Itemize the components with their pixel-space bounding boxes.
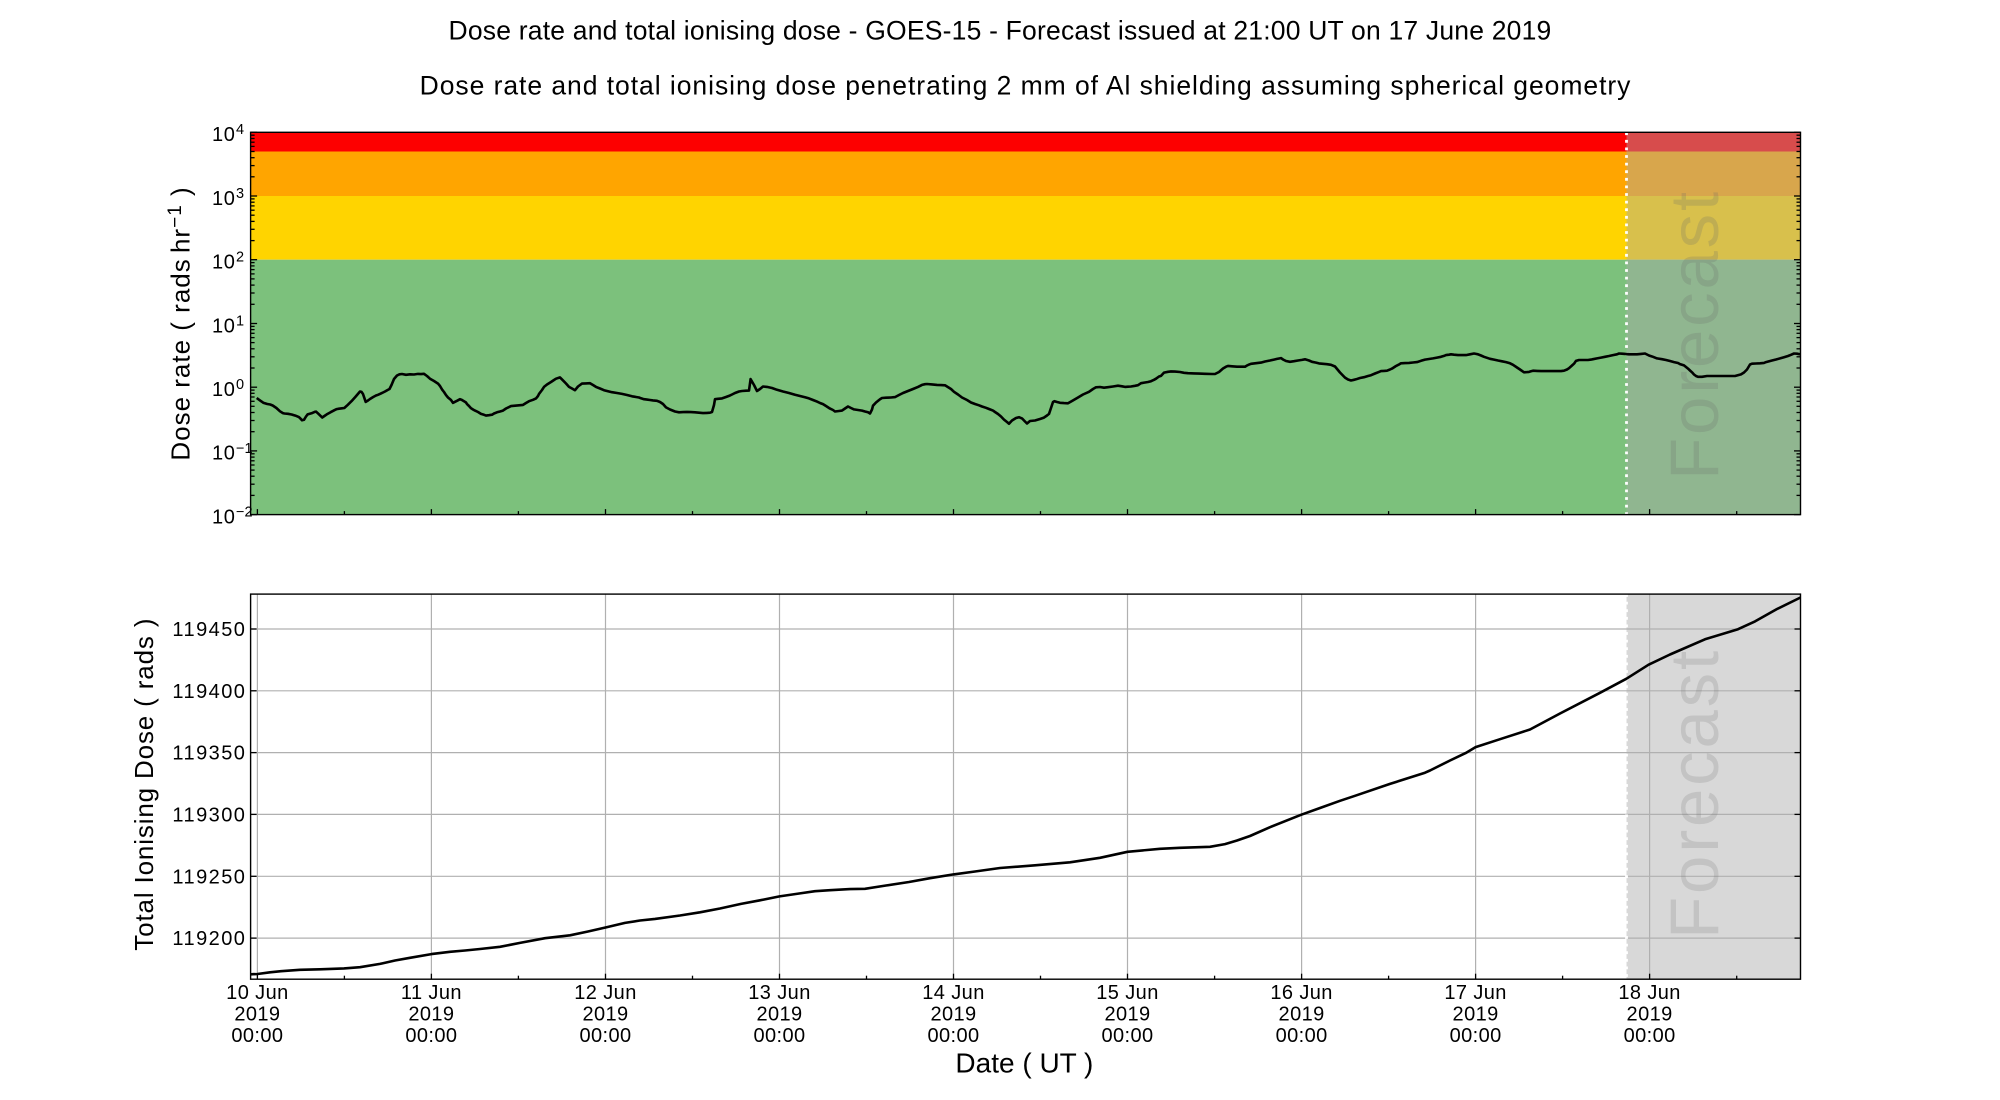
svg-text:10: 10 — [212, 443, 235, 465]
svg-text:00:00: 00:00 — [1101, 1025, 1153, 1047]
svg-text:0: 0 — [236, 377, 244, 393]
svg-text:00:00: 00:00 — [405, 1025, 457, 1047]
svg-text:−2: −2 — [236, 505, 253, 521]
svg-text:00:00: 00:00 — [1624, 1025, 1676, 1047]
svg-text:00:00: 00:00 — [927, 1025, 979, 1047]
svg-text:10: 10 — [212, 379, 235, 401]
svg-text:16 Jun: 16 Jun — [1270, 982, 1332, 1004]
svg-text:14 Jun: 14 Jun — [922, 982, 984, 1004]
svg-text:2019: 2019 — [930, 1004, 976, 1026]
svg-text:10 Jun: 10 Jun — [226, 982, 288, 1004]
svg-text:12 Jun: 12 Jun — [574, 982, 636, 1004]
svg-text:2019: 2019 — [1104, 1004, 1150, 1026]
svg-text:119450: 119450 — [172, 619, 246, 641]
svg-text:1: 1 — [236, 313, 244, 329]
svg-text:17 Jun: 17 Jun — [1444, 982, 1506, 1004]
svg-text:Dose rate ( rads hr−1 ): Dose rate ( rads hr−1 ) — [165, 186, 196, 460]
svg-text:15 Jun: 15 Jun — [1096, 982, 1158, 1004]
svg-text:119250: 119250 — [172, 866, 246, 888]
svg-text:3: 3 — [236, 186, 244, 202]
svg-text:Dose rate and total ionising d: Dose rate and total ionising dose penetr… — [420, 71, 1632, 101]
svg-text:2019: 2019 — [1279, 1004, 1325, 1026]
svg-text:00:00: 00:00 — [231, 1025, 283, 1047]
svg-text:00:00: 00:00 — [1450, 1025, 1502, 1047]
svg-text:2019: 2019 — [756, 1004, 802, 1026]
svg-text:119350: 119350 — [172, 743, 246, 765]
svg-text:Forecast: Forecast — [1656, 189, 1733, 480]
svg-text:Total Ionising Dose ( rads ): Total Ionising Dose ( rads ) — [129, 618, 159, 951]
svg-text:10: 10 — [212, 188, 235, 210]
svg-text:11 Jun: 11 Jun — [401, 982, 462, 1004]
svg-text:2019: 2019 — [234, 1004, 280, 1026]
svg-text:10: 10 — [212, 506, 235, 528]
svg-text:2019: 2019 — [582, 1004, 628, 1026]
svg-text:2019: 2019 — [408, 1004, 454, 1026]
svg-text:−1: −1 — [236, 441, 253, 457]
svg-text:2019: 2019 — [1627, 1004, 1673, 1026]
svg-text:4: 4 — [236, 122, 244, 138]
svg-text:119200: 119200 — [172, 928, 246, 950]
svg-text:18 Jun: 18 Jun — [1618, 982, 1680, 1004]
svg-text:119300: 119300 — [172, 804, 246, 826]
svg-text:00:00: 00:00 — [579, 1025, 631, 1047]
svg-text:00:00: 00:00 — [1276, 1025, 1328, 1047]
svg-text:119400: 119400 — [172, 681, 246, 703]
svg-text:10: 10 — [212, 315, 235, 337]
svg-text:10: 10 — [212, 124, 235, 146]
svg-text:Dose rate and total ionising d: Dose rate and total ionising dose - GOES… — [449, 16, 1552, 46]
svg-text:2019: 2019 — [1453, 1004, 1499, 1026]
svg-text:Date ( UT ): Date ( UT ) — [955, 1048, 1093, 1079]
svg-text:2: 2 — [236, 250, 244, 266]
svg-text:00:00: 00:00 — [753, 1025, 805, 1047]
svg-text:13 Jun: 13 Jun — [748, 982, 810, 1004]
svg-text:Forecast: Forecast — [1656, 648, 1733, 939]
svg-text:10: 10 — [212, 252, 235, 274]
